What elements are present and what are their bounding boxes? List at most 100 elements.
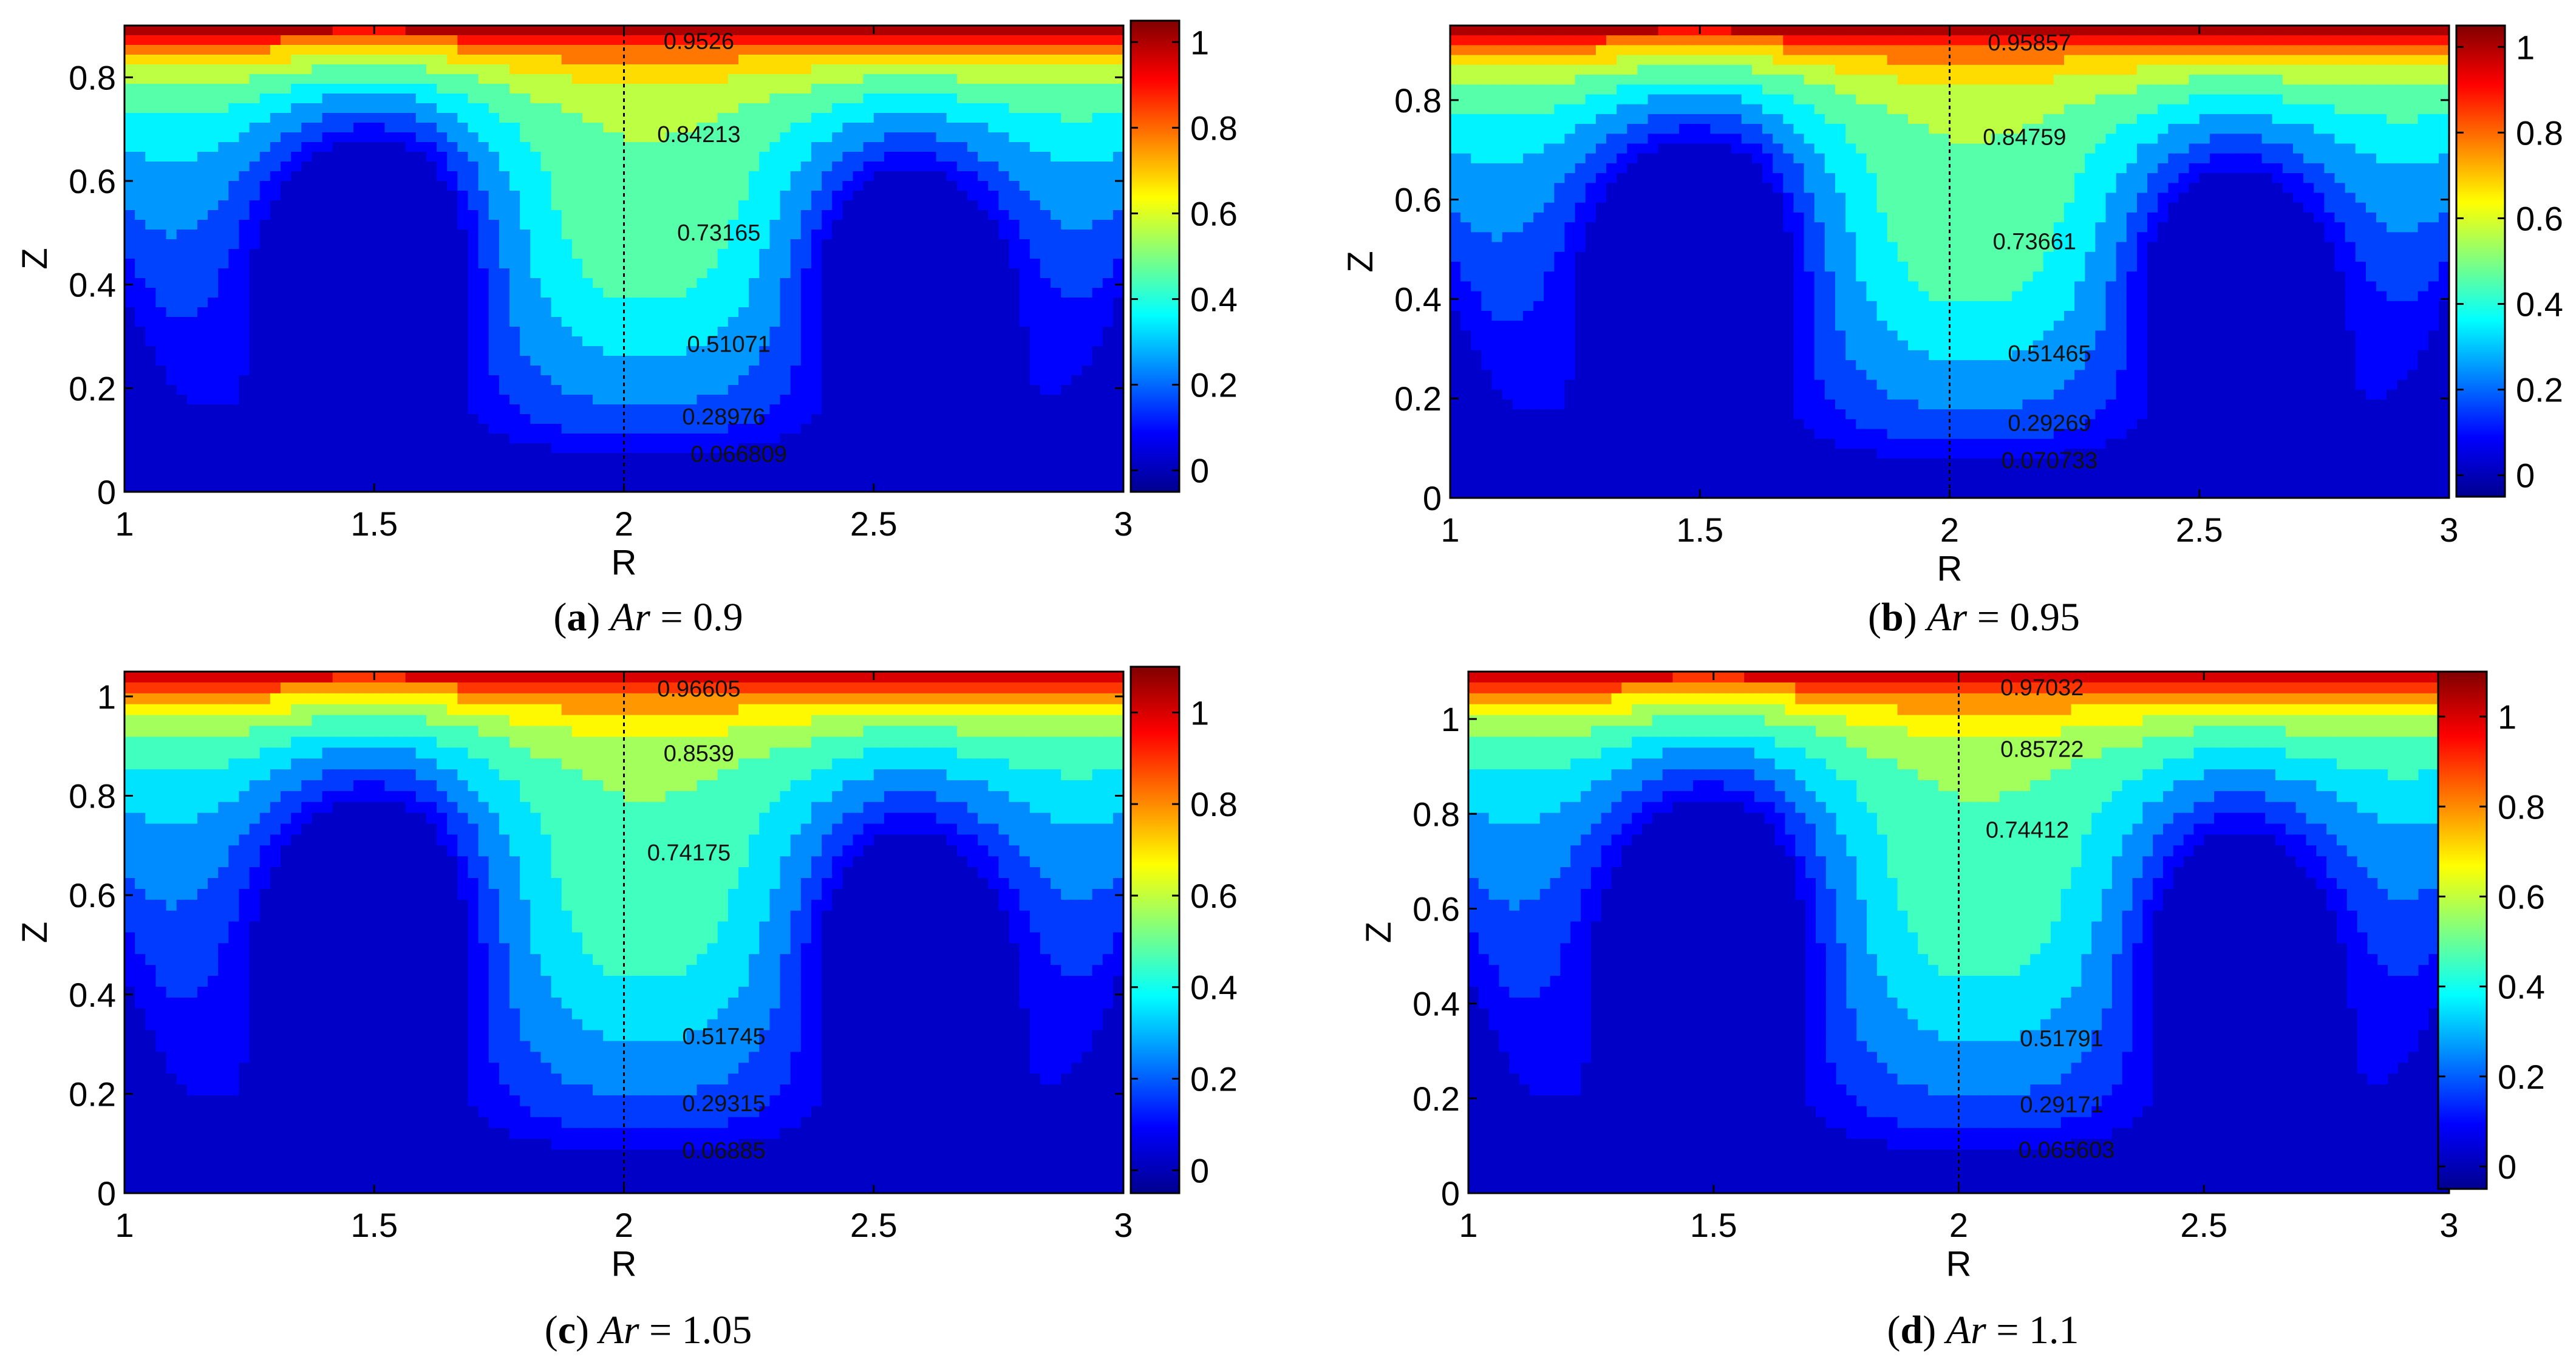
contour-label: 0.9526	[664, 29, 734, 54]
y-axis-label: Z	[15, 248, 55, 269]
colorbar-tick-label: 0.4	[1190, 968, 1238, 1007]
contour-fill	[124, 672, 1124, 1194]
chart-panel-d: 1 1.5 2 2.5 3 0 0.2 0.4 0.6 0.8 1 R Z 0.97032 0.85722 0…	[1359, 670, 2545, 1352]
contour-label: 0.06885	[682, 1139, 765, 1164]
x-tick-label: 2	[1949, 1206, 1968, 1244]
x-tick-label: 2	[615, 1206, 633, 1244]
panel-caption: (b) Ar = 0.95	[1868, 595, 2080, 639]
contour-label: 0.51791	[2020, 1026, 2103, 1052]
colorbar-tick-label: 0.6	[1190, 877, 1238, 915]
contour-label: 0.74175	[647, 840, 731, 866]
y-tick-label: 0	[1441, 1174, 1460, 1213]
x-tick-label: 1.5	[350, 505, 398, 543]
contour-label: 0.84213	[657, 122, 740, 148]
y-tick-label: 1	[97, 678, 116, 716]
y-tick-label: 0.6	[1394, 181, 1442, 219]
contour-label: 0.84759	[1983, 125, 2066, 151]
contour-label: 0.29171	[2020, 1092, 2103, 1118]
colorbar-tick-label: 0.2	[1190, 366, 1238, 404]
x-axis-label: R	[612, 543, 637, 582]
colorbar-tick-label: 0.8	[2498, 788, 2545, 826]
colorbar: 0 0.2 0.4 0.6 0.8 1	[1130, 19, 1238, 493]
y-tick-label: 0.6	[69, 876, 116, 914]
colorbar-tick-label: 0.4	[2498, 968, 2545, 1006]
x-tick-label: 3	[1114, 505, 1133, 543]
x-axis-label: R	[612, 1244, 637, 1284]
y-tick-label: 0.6	[1412, 890, 1460, 928]
colorbar: 0 0.2 0.4 0.6 0.8 1	[2455, 24, 2563, 498]
panel-caption: (c) Ar = 1.05	[545, 1308, 752, 1352]
contour-label: 0.51745	[682, 1024, 765, 1050]
colorbar: 0 0.2 0.4 0.6 0.8 1	[1130, 665, 1238, 1194]
chart-panel-c: 1 1.5 2 2.5 3 0 0.2 0.4 0.6 0.8 1 R Z 0.96605 0.8539 0.…	[15, 665, 1238, 1352]
x-tick-label: 2.5	[2180, 1206, 2227, 1244]
contour-label: 0.070733	[2002, 448, 2098, 474]
y-tick-label: 0.4	[69, 976, 116, 1014]
x-tick-label: 3	[2439, 1206, 2458, 1244]
colorbar-tick-label: 0.4	[1190, 281, 1238, 319]
colorbar-tick-label: 1	[1190, 693, 1209, 732]
contour-label: 0.066809	[690, 442, 787, 468]
colorbar-tick-label: 0.8	[2516, 114, 2563, 152]
y-tick-label: 0.8	[69, 777, 116, 815]
colorbar-tick-label: 0.8	[1190, 785, 1238, 823]
x-tick-label: 2.5	[2176, 511, 2223, 549]
y-tick-label: 0	[97, 473, 116, 511]
y-axis-label: Z	[1359, 922, 1399, 943]
contour-label: 0.29315	[682, 1091, 765, 1117]
colorbar-tick-label: 1	[2498, 698, 2516, 736]
y-tick-label: 0.4	[1412, 985, 1460, 1023]
x-tick-label: 1	[1440, 511, 1459, 549]
x-tick-label: 1.5	[350, 1206, 398, 1244]
y-tick-label: 0.6	[69, 162, 116, 200]
y-tick-label: 0	[97, 1174, 116, 1213]
contour-label: 0.73661	[1993, 230, 2076, 255]
contour-fill	[1468, 672, 2450, 1194]
contour-label: 0.73165	[677, 220, 760, 246]
x-tick-label: 1.5	[1690, 1206, 1737, 1244]
contour-fill	[124, 26, 1124, 492]
contour-label: 0.51465	[2008, 341, 2091, 367]
x-tick-label: 2.5	[850, 1206, 898, 1244]
contour-label: 0.28976	[682, 404, 765, 430]
y-tick-label: 0.4	[1394, 280, 1442, 318]
contour-label: 0.85722	[2000, 737, 2084, 763]
colorbar-tick-label: 0.6	[1190, 194, 1238, 233]
x-tick-label: 3	[1114, 1206, 1133, 1244]
x-tick-label: 1	[1459, 1206, 1477, 1244]
chart-panel-b: 1 1.5 2 2.5 3 0 0.2 0.4 0.6 0.8 R Z 0.95857 0.84759 0.…	[1341, 24, 2563, 639]
colorbar-tick-label: 0.6	[2498, 877, 2545, 916]
x-tick-label: 2	[1940, 511, 1959, 549]
contour-label: 0.065603	[2019, 1137, 2115, 1163]
y-tick-label: 0.8	[1412, 795, 1460, 833]
colorbar-gradient	[1130, 665, 1181, 1194]
colorbar-tick-label: 0.4	[2516, 285, 2563, 324]
colorbar-tick-label: 0	[1190, 452, 1209, 490]
contour-label: 0.51071	[687, 332, 771, 358]
y-tick-label: 0.8	[1394, 81, 1442, 120]
colorbar-tick-label: 0.2	[1190, 1060, 1238, 1098]
x-axis-label: R	[1937, 549, 1963, 588]
colorbar-tick-label: 1	[2516, 28, 2535, 66]
contour-label: 0.96605	[657, 676, 740, 702]
contour-label: 0.74412	[1986, 817, 2069, 843]
colorbar-tick-label: 0.2	[2498, 1058, 2545, 1096]
colorbar-tick-label: 0	[2498, 1148, 2516, 1186]
chart-panel-a: 1 1.5 2 2.5 3 0 0.2 0.4 0.6 0.8 R Z 0.9526 0.84213 0.7…	[15, 19, 1238, 639]
colorbar-tick-label: 0.6	[2516, 199, 2563, 237]
colorbar-gradient	[2455, 24, 2506, 498]
y-tick-label: 0.8	[69, 58, 116, 97]
panel-caption: (a) Ar = 0.9	[553, 595, 743, 639]
colorbar-tick-label: 1	[1190, 23, 1209, 61]
contour-fill	[1450, 26, 2450, 499]
colorbar-tick-label: 0.8	[1190, 109, 1238, 147]
y-tick-label: 0.2	[1394, 380, 1442, 418]
y-tick-label: 0.4	[69, 266, 116, 304]
x-tick-label: 2.5	[850, 505, 898, 543]
contour-label: 0.29269	[2008, 410, 2091, 436]
colorbar-tick-label: 0	[1190, 1151, 1209, 1190]
colorbar: 0 0.2 0.4 0.6 0.8 1	[2437, 670, 2545, 1190]
y-tick-label: 0.2	[69, 1075, 116, 1113]
colorbar-gradient	[1130, 19, 1181, 493]
